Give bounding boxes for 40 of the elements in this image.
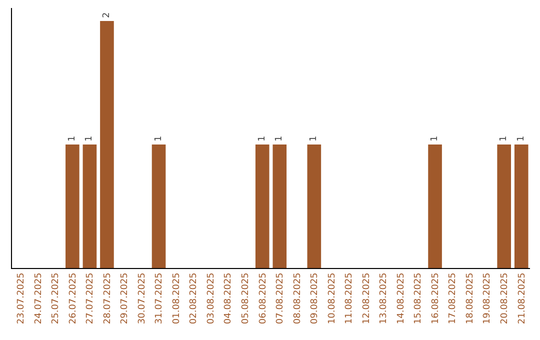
x-tick-label: 03.08.2025 [206,272,216,324]
x-tick-label: 14.08.2025 [396,272,406,324]
x-tick-label: 12.08.2025 [362,272,372,324]
data-label: 1 [430,136,440,142]
data-label: 2 [102,12,112,18]
x-tick-label: 11.08.2025 [344,272,355,324]
x-tick-label: 18.08.2025 [465,272,476,324]
x-tick-label: 30.07.2025 [137,272,148,324]
x-tick-label: 13.08.2025 [379,272,390,324]
data-label: 1 [67,136,78,142]
x-tick-label: 17.08.2025 [448,272,458,324]
data-label: 1 [274,136,285,142]
data-label: 1 [499,136,510,142]
data-label: 1 [257,136,268,142]
x-tick-label: 29.07.2025 [120,272,130,324]
data-label: 1 [309,136,320,142]
x-tick-label: 24.07.2025 [34,272,44,324]
x-tick-label: 21.08.2025 [517,272,528,324]
x-tick-label: 07.08.2025 [276,272,286,324]
x-tick-label: 26.07.2025 [68,272,78,324]
x-tick-label: 10.08.2025 [327,272,338,324]
x-tick-label: 09.08.2025 [310,272,320,324]
x-tick-label: 06.08.2025 [258,272,268,324]
x-tick-label: 02.08.2025 [189,272,200,324]
x-tick-label: 15.08.2025 [414,272,424,324]
x-tick-label: 27.07.2025 [86,272,96,324]
x-tick-label: 01.08.2025 [172,272,182,324]
x-tick-label: 08.08.2025 [292,272,303,324]
x-tick-label: 16.08.2025 [430,272,441,324]
data-label: 1 [84,136,95,142]
x-tick-label: 05.08.2025 [241,272,252,324]
x-tick-label: 04.08.2025 [224,272,234,324]
x-tick-label: 20.08.2025 [500,272,510,324]
x-tick-label: 23.07.2025 [16,272,27,324]
x-tick-label: 25.07.2025 [51,272,62,324]
data-label: 1 [516,136,526,142]
data-label: 1 [154,136,164,142]
x-tick-label: 28.07.2025 [102,272,113,324]
x-tick-label: 19.08.2025 [482,272,493,324]
x-tick-label: 31.07.2025 [154,272,165,324]
